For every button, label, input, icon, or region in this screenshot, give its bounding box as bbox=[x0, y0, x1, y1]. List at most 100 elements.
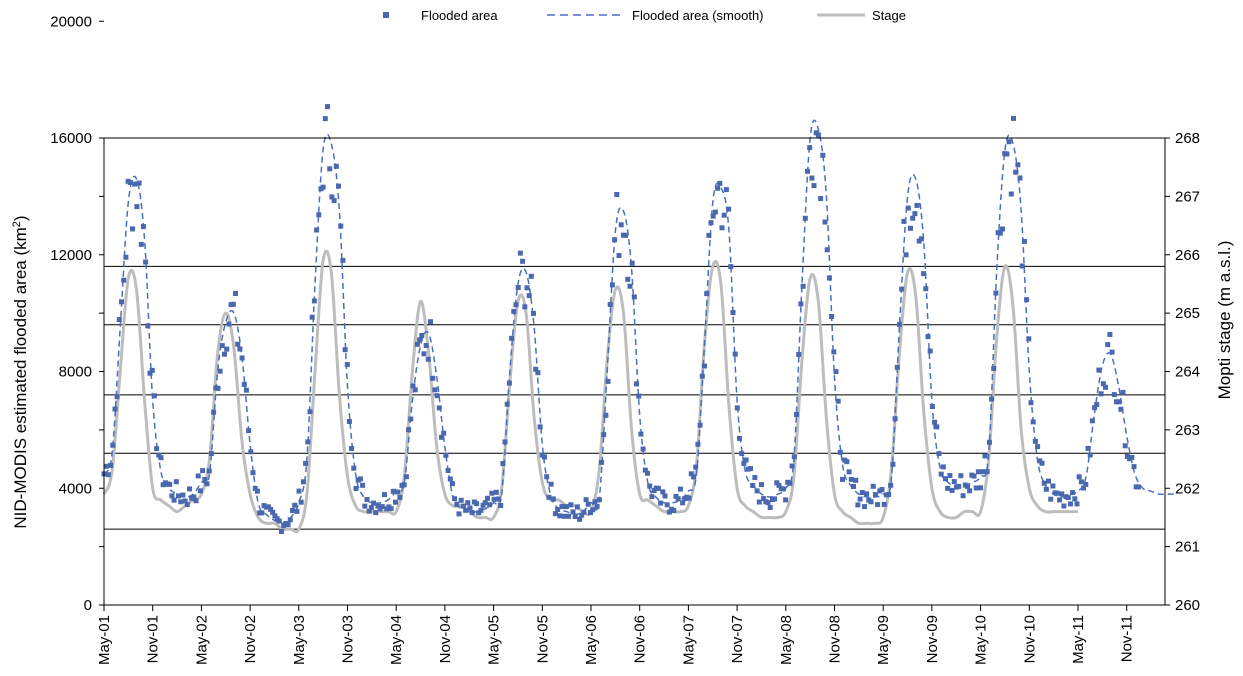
flooded-area-point bbox=[846, 469, 852, 475]
flooded-area-point bbox=[1076, 474, 1082, 480]
flooded-area-point bbox=[862, 504, 867, 510]
flooded-area-point bbox=[443, 452, 449, 458]
flooded-area-point bbox=[903, 252, 909, 258]
flooded-area-point bbox=[226, 321, 232, 327]
flooded-area-point bbox=[605, 378, 611, 384]
flooded-area-point bbox=[134, 204, 140, 210]
flooded-area-point bbox=[986, 439, 992, 445]
flooded-area-point bbox=[1004, 151, 1010, 157]
flooded-area-point bbox=[509, 335, 515, 341]
left-tick-label: 20000 bbox=[50, 13, 92, 30]
flooded-area-point bbox=[445, 468, 451, 473]
flooded-area-point bbox=[171, 497, 177, 503]
legend-label-flooded-area: Flooded area bbox=[421, 8, 498, 23]
flooded-area-point bbox=[272, 513, 278, 519]
flooded-area-point bbox=[211, 409, 217, 415]
flooded-area-point bbox=[734, 405, 740, 411]
flooded-area-point bbox=[123, 254, 129, 260]
flooded-area-point bbox=[103, 463, 109, 469]
flooded-area-point bbox=[237, 346, 243, 352]
flooded-area-point bbox=[677, 486, 683, 492]
flooded-area-point bbox=[951, 479, 957, 485]
flooded-area-point bbox=[504, 401, 510, 407]
flooded-area-point bbox=[1019, 263, 1025, 269]
flooded-area-point bbox=[712, 209, 718, 215]
flooded-area-point bbox=[449, 481, 455, 487]
flooded-area-point bbox=[566, 513, 572, 519]
flooded-area-point bbox=[835, 398, 841, 404]
flooded-area-point bbox=[997, 230, 1003, 236]
flooded-area-point bbox=[537, 424, 543, 430]
flooded-area-point bbox=[176, 493, 181, 499]
flooded-area-point bbox=[967, 488, 973, 494]
flooded-area-point bbox=[588, 510, 593, 516]
flooded-area-point bbox=[550, 496, 556, 502]
flooded-area-point bbox=[138, 241, 144, 247]
flooded-area-point bbox=[767, 505, 773, 510]
flooded-area-point bbox=[634, 381, 639, 387]
flooded-area-point bbox=[1017, 175, 1023, 181]
flooded-area-point bbox=[546, 494, 552, 500]
flooded-area-point bbox=[960, 493, 966, 499]
flooded-area-point bbox=[1094, 402, 1100, 408]
flooded-area-point bbox=[408, 416, 414, 422]
flooded-area-point bbox=[982, 453, 988, 459]
flooded-area-point bbox=[910, 215, 916, 221]
flooded-area-point bbox=[524, 285, 530, 291]
flooded-area-point bbox=[796, 352, 802, 357]
flooded-area-point bbox=[855, 502, 861, 508]
flooded-area-point bbox=[787, 480, 793, 486]
flooded-area-point bbox=[1054, 490, 1060, 496]
flooded-area-point bbox=[699, 373, 705, 379]
flooded-area-point bbox=[686, 495, 692, 501]
flooded-area-point bbox=[921, 271, 927, 277]
flooded-area-point bbox=[513, 302, 519, 308]
flooded-area-point bbox=[901, 218, 907, 224]
flooded-area-point bbox=[182, 498, 188, 504]
flooded-area-point bbox=[154, 446, 160, 452]
flooded-area-point bbox=[570, 509, 576, 515]
flooded-area-point bbox=[943, 476, 948, 482]
flooded-area-point bbox=[195, 473, 201, 479]
flooded-area-point bbox=[197, 488, 203, 494]
flooded-area-point bbox=[840, 476, 845, 482]
flooded-area-point bbox=[368, 505, 374, 510]
flooded-area-point bbox=[1068, 501, 1073, 507]
flooded-area-point bbox=[612, 237, 618, 243]
flooded-area-point bbox=[393, 499, 398, 505]
flooded-area-point bbox=[890, 461, 896, 467]
right-axis-ticks: 260 261 262 263 264 265 266 267 268 bbox=[1165, 130, 1200, 614]
flooded-area-point bbox=[143, 259, 149, 265]
flooded-area-point bbox=[307, 409, 313, 415]
flooded-area-point bbox=[993, 290, 999, 296]
flooded-area-point bbox=[224, 346, 230, 352]
flooded-area-point bbox=[1065, 495, 1071, 501]
flooded-area-point bbox=[333, 163, 339, 169]
flooded-area-point bbox=[596, 497, 602, 503]
flooded-area-point bbox=[517, 250, 523, 256]
flooded-area-point bbox=[346, 419, 352, 424]
flooded-area-point bbox=[112, 406, 118, 412]
flooded-area-point bbox=[912, 211, 918, 217]
flooded-area-point bbox=[357, 476, 363, 482]
flooded-area-point bbox=[206, 468, 212, 474]
flooded-area-point bbox=[511, 308, 517, 314]
flooded-area-point bbox=[515, 285, 521, 290]
x-tick-label: May-05 bbox=[486, 615, 503, 665]
flooded-area-point bbox=[254, 488, 260, 494]
flooded-area-point bbox=[1109, 349, 1115, 355]
x-tick-label: Nov-03 bbox=[340, 615, 357, 663]
flooded-area-point bbox=[388, 506, 394, 512]
flooded-area-point bbox=[287, 517, 293, 523]
flooded-area-point bbox=[989, 396, 995, 402]
flooded-area-point bbox=[373, 510, 379, 516]
flooded-area-point bbox=[474, 501, 480, 507]
flooded-area-point bbox=[290, 508, 295, 513]
x-tick-label: May-04 bbox=[388, 615, 405, 665]
flooded-area-point bbox=[592, 499, 598, 505]
x-tick-label: May-06 bbox=[583, 615, 600, 665]
flooded-area-point bbox=[1098, 391, 1104, 397]
flooded-area-point bbox=[548, 481, 554, 487]
flooded-area-point bbox=[918, 236, 924, 242]
flooded-area-point bbox=[397, 494, 403, 500]
